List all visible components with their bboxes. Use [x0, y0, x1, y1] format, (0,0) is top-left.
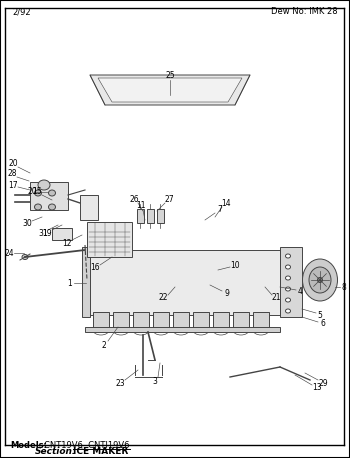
Ellipse shape — [286, 254, 290, 258]
Text: 10: 10 — [230, 261, 240, 269]
Text: 31: 31 — [38, 229, 48, 238]
Text: 14: 14 — [221, 200, 231, 208]
Text: 7: 7 — [218, 206, 223, 214]
Ellipse shape — [286, 287, 290, 291]
Polygon shape — [90, 75, 250, 105]
Text: ICE MAKER: ICE MAKER — [73, 447, 128, 456]
Text: 23: 23 — [115, 380, 125, 388]
Text: 1: 1 — [68, 278, 72, 288]
Text: 2/92: 2/92 — [12, 7, 31, 16]
Text: 2: 2 — [102, 340, 106, 349]
Bar — [173, 312, 189, 330]
Ellipse shape — [49, 190, 56, 196]
Bar — [85, 250, 280, 315]
Polygon shape — [98, 78, 242, 102]
Text: 28: 28 — [7, 169, 17, 179]
Text: 8: 8 — [342, 283, 346, 291]
Text: 16: 16 — [90, 263, 100, 273]
Ellipse shape — [309, 267, 331, 293]
Bar — [213, 312, 229, 330]
Ellipse shape — [286, 309, 290, 313]
Bar — [133, 312, 149, 330]
Bar — [52, 228, 72, 240]
Text: 27: 27 — [164, 195, 174, 203]
Bar — [253, 312, 269, 330]
Ellipse shape — [317, 278, 322, 283]
Text: 13: 13 — [312, 383, 322, 393]
Text: 25: 25 — [165, 71, 175, 80]
Ellipse shape — [38, 180, 50, 190]
Text: 19: 19 — [42, 229, 52, 238]
Text: 15: 15 — [32, 187, 42, 196]
Text: 24: 24 — [4, 249, 14, 257]
Ellipse shape — [286, 276, 290, 280]
Bar — [233, 312, 249, 330]
Ellipse shape — [35, 190, 42, 196]
Text: 12: 12 — [62, 239, 72, 247]
Ellipse shape — [49, 204, 56, 210]
Bar — [157, 209, 164, 223]
Bar — [193, 312, 209, 330]
Bar — [280, 247, 302, 317]
Text: 6: 6 — [321, 320, 326, 328]
Text: 29: 29 — [318, 378, 328, 387]
Ellipse shape — [35, 204, 42, 210]
Text: 21: 21 — [271, 294, 281, 302]
Bar — [82, 247, 90, 317]
Bar — [85, 327, 280, 332]
Text: Models:: Models: — [10, 441, 47, 450]
Text: 26: 26 — [129, 195, 139, 203]
Bar — [30, 182, 68, 210]
Ellipse shape — [302, 259, 337, 301]
Bar — [93, 312, 109, 330]
Bar — [80, 195, 98, 220]
Text: CNT19V6  CNTI19V6: CNT19V6 CNTI19V6 — [44, 441, 130, 450]
Bar — [147, 209, 154, 223]
Text: 3: 3 — [153, 376, 158, 386]
Bar — [113, 312, 129, 330]
Text: 22: 22 — [158, 294, 168, 302]
Ellipse shape — [286, 265, 290, 269]
Text: 5: 5 — [317, 311, 322, 320]
Bar — [137, 209, 144, 223]
Text: Dew No: IMK 28: Dew No: IMK 28 — [271, 7, 338, 16]
Text: 4: 4 — [298, 288, 302, 296]
Bar — [87, 222, 132, 257]
Text: Section:: Section: — [35, 447, 77, 456]
Text: 9: 9 — [225, 289, 230, 299]
Text: 30: 30 — [22, 219, 32, 229]
Ellipse shape — [286, 298, 290, 302]
Text: 17: 17 — [8, 180, 18, 190]
Text: 11: 11 — [136, 202, 146, 211]
Text: 20: 20 — [27, 187, 37, 196]
Ellipse shape — [22, 255, 28, 260]
Bar — [153, 312, 169, 330]
Text: 20: 20 — [8, 159, 18, 169]
